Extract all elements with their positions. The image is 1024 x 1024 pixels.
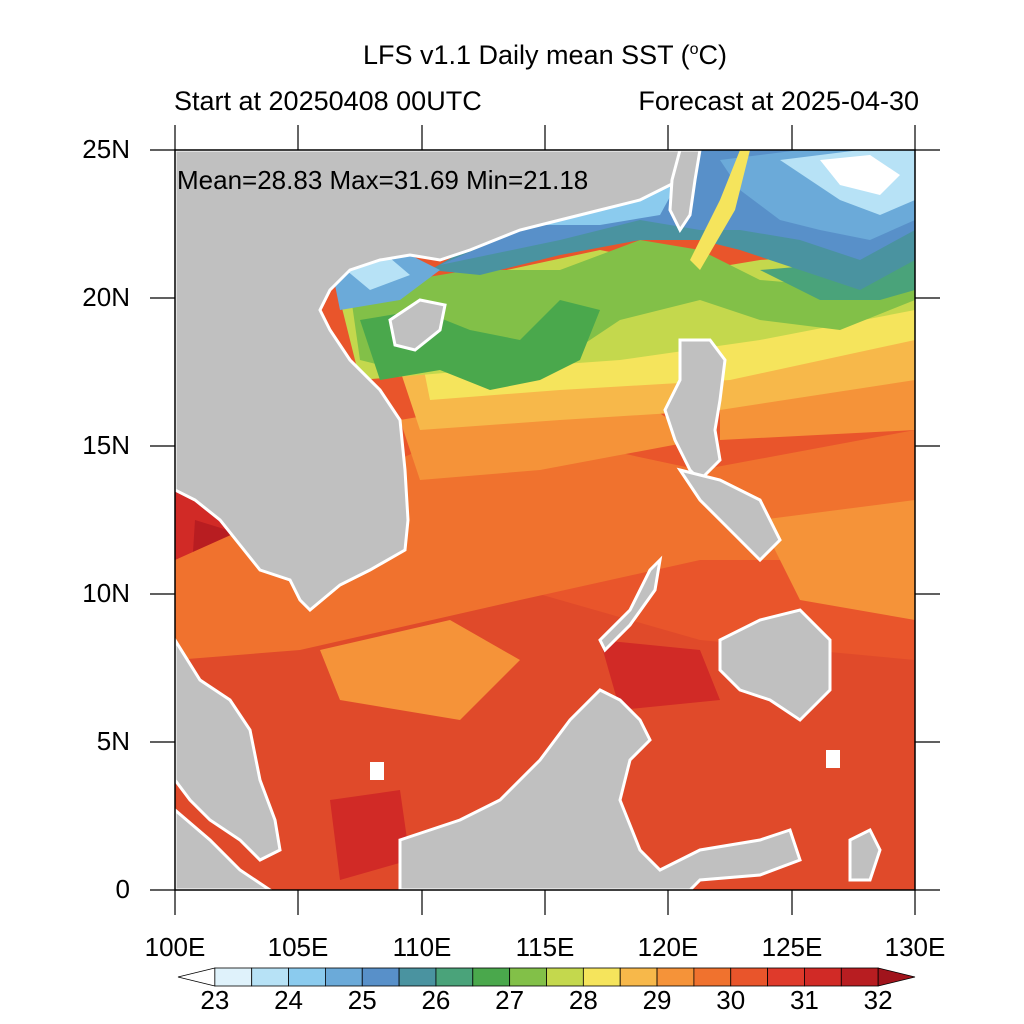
colorbar-label: 32 [863, 985, 893, 1015]
y-tick-label: 0 [115, 874, 130, 904]
sst-field [175, 150, 915, 890]
colorbar-label: 23 [200, 985, 230, 1015]
colorbar-swatch [730, 967, 768, 987]
colorbar [177, 967, 916, 987]
colorbar-label: 26 [421, 985, 451, 1015]
colorbar-swatch [582, 967, 621, 987]
colorbar-swatch [288, 967, 326, 987]
y-tick-label: 25N [82, 134, 130, 164]
y-tick-label: 20N [82, 282, 130, 312]
forecast-time-label: Forecast at 2025-04-30 [638, 86, 919, 116]
colorbar-label: 27 [495, 985, 525, 1015]
colorbar-swatch [509, 967, 547, 987]
y-tick-label: 10N [82, 578, 130, 608]
colorbar-swatch [472, 967, 511, 987]
colorbar-swatch [546, 967, 584, 987]
colorbar-label: 29 [642, 985, 672, 1015]
colorbar-swatch [435, 967, 474, 987]
y-tick-label: 15N [82, 430, 130, 460]
chart-title: LFS v1.1 Daily mean SST (oC) [362, 40, 728, 70]
x-tick-label: 125E [761, 932, 823, 962]
colorbar-swatch [177, 967, 216, 987]
colorbar-swatch [214, 967, 253, 987]
colorbar-label: 24 [274, 985, 303, 1015]
colorbar-swatch [324, 967, 363, 987]
start-time-label: Start at 20250408 00UTC [174, 86, 482, 116]
colorbar-swatch [804, 967, 842, 987]
x-tick-label: 100E [144, 932, 206, 962]
colorbar-label: 31 [789, 985, 819, 1015]
colorbar-swatch [656, 967, 695, 987]
x-axis-ticks [174, 125, 916, 915]
y-tick-label: 5N [96, 726, 130, 756]
colorbar-swatch [619, 967, 658, 987]
x-tick-label: 120E [637, 932, 699, 962]
x-tick-label: 115E [515, 932, 575, 962]
colorbar-swatch [361, 967, 400, 987]
stats-label: Mean=28.83 Max=31.69 Min=21.18 [177, 165, 589, 195]
colorbar-swatch [767, 967, 805, 987]
x-tick-label: 110E [392, 932, 452, 962]
colorbar-swatch [398, 967, 437, 987]
x-tick-label: 130E [884, 932, 946, 962]
colorbar-swatch [877, 967, 916, 987]
colorbar-label: 28 [568, 985, 598, 1015]
y-axis-ticks [150, 149, 940, 891]
colorbar-label: 25 [347, 985, 377, 1015]
colorbar-swatch [693, 967, 732, 987]
x-tick-label: 105E [267, 932, 329, 962]
colorbar-swatch [840, 967, 879, 987]
colorbar-label: 30 [716, 985, 746, 1015]
colorbar-swatch [251, 967, 289, 987]
